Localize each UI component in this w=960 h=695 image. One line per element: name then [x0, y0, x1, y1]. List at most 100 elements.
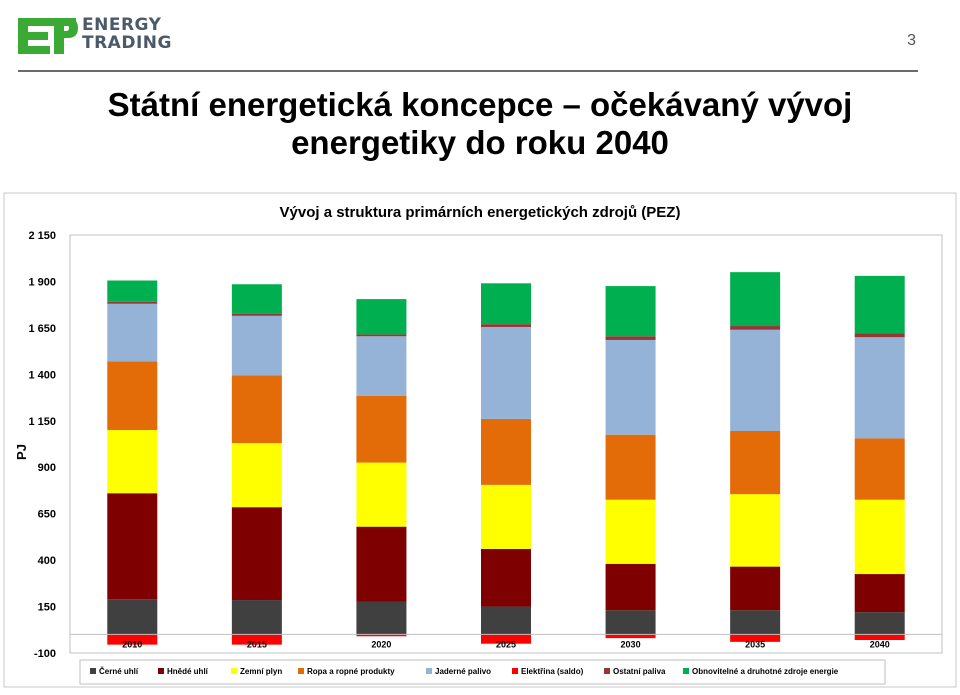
slide-title-line-2: energetiky do roku 2040: [291, 124, 669, 161]
x-tick-label: 2010: [122, 639, 142, 649]
page-number: 3: [907, 32, 916, 49]
bar-segment: [231, 375, 282, 444]
bar-segment: [605, 286, 656, 337]
y-tick-label: -100: [34, 648, 56, 660]
bar-segment: [605, 610, 656, 635]
bar-segment: [231, 600, 282, 635]
bar-segment: [107, 301, 158, 304]
bar-segment: [854, 574, 905, 613]
legend-label: Elektřina (saldo): [521, 667, 584, 676]
legend-label: Ostatní paliva: [613, 667, 666, 676]
bar-segment: [481, 418, 531, 485]
y-tick-label: 1 150: [28, 416, 56, 428]
bar-segment: [730, 326, 781, 330]
bar-segment: [730, 610, 781, 635]
legend: Černé uhlí Hnědé uhlí Zemní plyn Ropa a rop…: [90, 667, 839, 676]
brand-line-2: TRADING: [82, 33, 172, 53]
bar-segment: [231, 443, 282, 508]
ep-logo: [18, 18, 78, 54]
bar-segment: [107, 493, 158, 600]
legend-label: Obnovitelné a druhotné zdroje energie: [692, 667, 839, 676]
x-tick-label: 2030: [621, 639, 641, 649]
bar-segment: [107, 634, 158, 645]
bar-segment: [605, 336, 656, 340]
x-tick-label: 2040: [870, 639, 890, 649]
legend-label: Zemní plyn: [240, 667, 282, 676]
y-tick-label: 650: [38, 509, 56, 521]
y-tick-label: 150: [38, 602, 56, 614]
legend-swatch: [683, 668, 689, 674]
bar-segment: [854, 499, 905, 575]
bar-segment: [356, 462, 407, 527]
bar-segment: [356, 336, 407, 396]
bar-segment: [730, 329, 781, 431]
y-tick-label: 900: [38, 462, 56, 474]
bar-segment: [481, 324, 531, 327]
y-tick-label: 400: [38, 555, 56, 567]
bar-segment: [854, 438, 905, 500]
legend-swatch: [231, 668, 237, 674]
bar-segment: [356, 634, 407, 637]
bar-segment: [481, 634, 531, 644]
x-tick-label: 2025: [496, 639, 516, 649]
brand-name: ENERGY TRADING: [82, 16, 172, 52]
header-divider: [18, 70, 918, 72]
bar-segment: [481, 548, 531, 607]
legend-label: Jaderné palivo: [435, 667, 491, 676]
bar-segment: [730, 430, 781, 495]
y-tick-label: 1 400: [28, 369, 56, 381]
legend-label: Černé uhlí: [99, 667, 139, 676]
bar-segment: [356, 526, 407, 602]
y-tick-label: 1 900: [28, 276, 56, 288]
bar-segment: [481, 283, 531, 325]
bar-segment: [605, 499, 656, 564]
bar-segment: [231, 507, 282, 601]
bar-segment: [356, 299, 407, 335]
bar-segment: [107, 303, 158, 362]
bar-segment: [605, 339, 656, 435]
legend-swatch: [90, 668, 96, 674]
bar-segment: [730, 634, 781, 642]
bar-segment: [481, 484, 531, 549]
bar-segment: [854, 333, 905, 338]
stacked-bar-chart: Vývoj a struktura primárních energetický…: [3, 192, 957, 688]
bar-segment: [231, 313, 282, 316]
bar-segment: [730, 494, 781, 567]
slide-title: Státní energetická koncepce – očekávaný …: [0, 86, 960, 162]
bar-segment: [107, 280, 158, 302]
bar-segment: [854, 337, 905, 439]
bar-segment: [605, 634, 656, 639]
bar-segment: [107, 430, 158, 494]
bar-segment: [605, 434, 656, 500]
bar-segment: [231, 634, 282, 645]
bar-segment: [356, 395, 407, 463]
x-tick-label: 2035: [745, 639, 765, 649]
slide-title-line-1: Státní energetická koncepce – očekávaný …: [107, 86, 853, 123]
bar-segment: [356, 334, 407, 337]
bar-segment: [481, 326, 531, 419]
y-tick-label: 1 650: [28, 323, 56, 335]
legend-swatch: [512, 668, 518, 674]
legend-label: Ropa a ropné produkty: [307, 667, 395, 676]
legend-swatch: [158, 668, 164, 674]
bars-group: [107, 272, 905, 645]
y-tick-label: 2 150: [28, 230, 56, 242]
bar-segment: [107, 361, 158, 431]
bar-segment: [730, 566, 781, 611]
bar-segment: [854, 275, 905, 334]
y-axis-label: PJ: [14, 444, 29, 460]
chart-container: Vývoj a struktura primárních energetický…: [0, 190, 960, 690]
bar-segment: [605, 563, 656, 611]
y-axis-ticks: 2 150 1 900 1 650 1 400 1 150 900 650 400 150 -10…: [28, 230, 56, 660]
bar-segment: [231, 315, 282, 376]
legend-swatch: [426, 668, 432, 674]
bar-segment: [481, 606, 531, 635]
x-axis-labels: 2010 2015 2020 2025 2030 2035 2040: [122, 639, 889, 649]
brand-line-1: ENERGY: [82, 15, 162, 35]
bar-segment: [854, 612, 905, 635]
ep-logo-mark: [18, 18, 78, 54]
bar-segment: [356, 601, 407, 635]
x-tick-label: 2020: [371, 639, 391, 649]
legend-swatch: [604, 668, 610, 674]
legend-swatch: [298, 668, 304, 674]
